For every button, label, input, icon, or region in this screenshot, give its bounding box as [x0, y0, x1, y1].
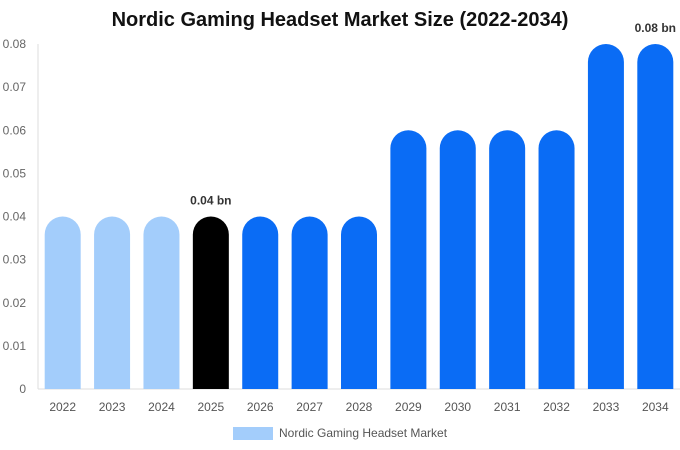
bar-2030 — [439, 130, 476, 390]
bar-2033 — [587, 44, 624, 389]
legend: Nordic Gaming Headset Market — [233, 426, 447, 440]
x-tick-label: 2023 — [99, 400, 126, 414]
y-tick-label: 0.03 — [3, 253, 27, 267]
x-tick-label: 2025 — [197, 400, 224, 414]
legend-label: Nordic Gaming Headset Market — [279, 426, 448, 440]
x-tick-label: 2024 — [148, 400, 175, 414]
bar-2026 — [242, 216, 279, 389]
bar-2029 — [390, 130, 427, 390]
bar-2025 — [192, 216, 229, 389]
legend-swatch — [233, 426, 273, 440]
x-tick-label: 2027 — [296, 400, 323, 414]
y-tick-label: 0 — [19, 382, 26, 396]
y-tick-label: 0.02 — [3, 296, 27, 310]
bar-2028 — [341, 216, 377, 389]
x-tick-label: 2032 — [543, 400, 570, 414]
x-tick-label: 2029 — [395, 400, 422, 414]
y-tick-label: 0.01 — [3, 339, 27, 353]
y-tick-label: 0.08 — [3, 37, 27, 51]
x-tick-label: 2022 — [49, 400, 76, 414]
y-tick-label: 0.05 — [3, 166, 27, 180]
y-tick-label: 0.07 — [3, 80, 27, 94]
x-tick-label: 2034 — [642, 400, 669, 414]
bar-2032 — [538, 130, 575, 390]
bar-2023 — [94, 216, 131, 389]
x-tick-label: 2031 — [494, 400, 521, 414]
x-tick-label: 2028 — [346, 400, 373, 414]
y-tick-label: 0.06 — [3, 123, 27, 137]
data-label: 0.08 bn — [635, 21, 676, 35]
x-tick-label: 2033 — [593, 400, 620, 414]
bar-2031 — [489, 130, 526, 389]
bar-2024 — [143, 216, 180, 389]
data-label: 0.04 bn — [190, 194, 231, 208]
x-tick-label: 2030 — [444, 400, 471, 414]
y-tick-label: 0.04 — [3, 210, 27, 224]
bar-2027 — [291, 216, 328, 389]
chart-title: Nordic Gaming Headset Market Size (2022-… — [111, 9, 569, 31]
bar-2034 — [637, 44, 674, 389]
x-tick-label: 2026 — [247, 400, 274, 414]
bar-2022 — [44, 216, 81, 389]
